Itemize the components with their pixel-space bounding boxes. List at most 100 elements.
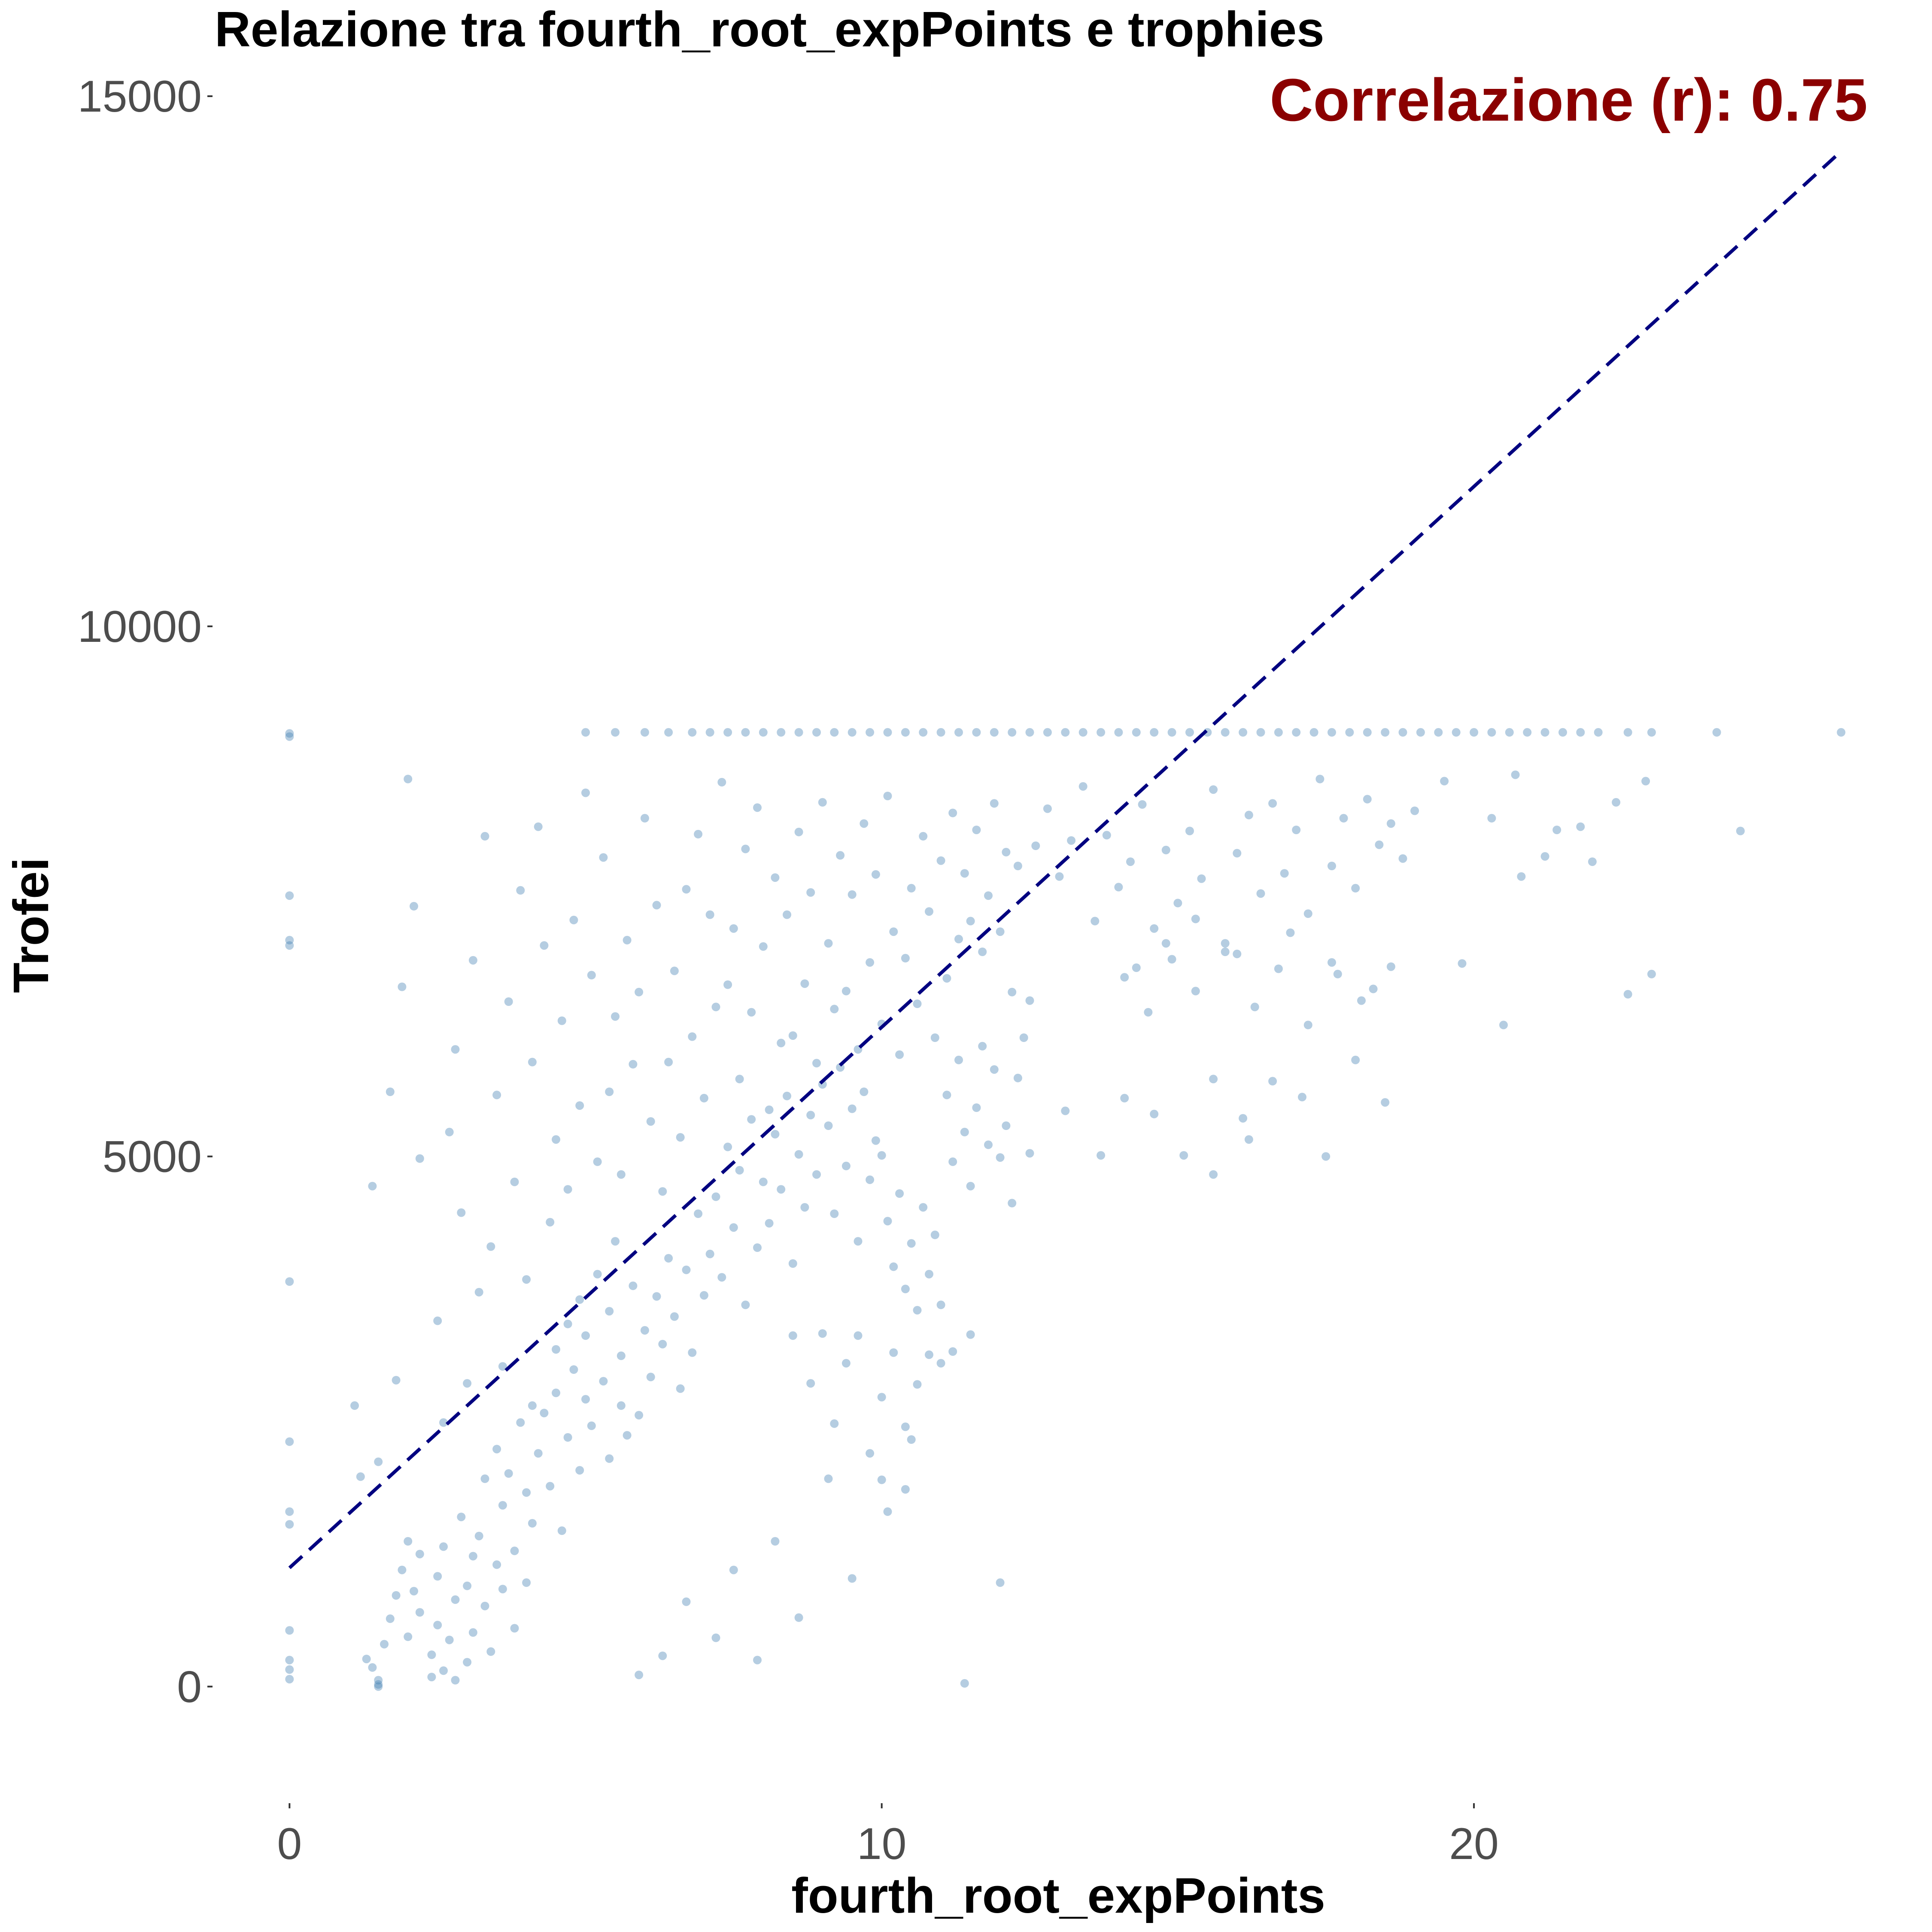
data-point (854, 1331, 863, 1340)
data-point (404, 1537, 413, 1546)
data-point (670, 966, 679, 975)
data-point (919, 1203, 928, 1212)
data-point (563, 1433, 572, 1442)
data-point (948, 1157, 957, 1166)
data-point (771, 873, 780, 882)
data-point (1274, 728, 1283, 737)
data-point (451, 1676, 460, 1685)
data-point (1351, 884, 1360, 893)
data-point (1298, 1093, 1306, 1102)
data-point (498, 1501, 507, 1510)
data-point (552, 1345, 560, 1354)
data-point (1002, 1121, 1011, 1130)
data-point (871, 870, 880, 879)
data-point (1167, 955, 1176, 964)
data-point (516, 1418, 525, 1427)
data-point (1025, 996, 1034, 1005)
data-point (907, 1435, 916, 1444)
data-point (1351, 1055, 1360, 1064)
data-point (285, 1675, 294, 1684)
data-point (1292, 826, 1301, 834)
data-point (901, 1422, 910, 1431)
data-point (735, 1166, 744, 1175)
data-point (688, 1348, 697, 1357)
data-point (404, 1632, 413, 1641)
data-point (658, 1187, 667, 1196)
data-point (919, 832, 928, 841)
data-point (812, 728, 821, 737)
data-point (552, 1388, 560, 1397)
data-point (658, 1340, 667, 1349)
data-point (629, 1060, 638, 1069)
data-point (480, 1601, 489, 1610)
data-point (664, 1254, 673, 1263)
data-point (546, 1218, 555, 1227)
data-point (705, 1249, 714, 1258)
data-point (522, 1275, 531, 1284)
data-point (534, 822, 543, 831)
data-point (285, 891, 294, 900)
data-point (445, 1635, 454, 1644)
data-point (1345, 728, 1354, 737)
data-point (1511, 770, 1520, 779)
data-point (1244, 1135, 1253, 1144)
data-point (1209, 785, 1218, 794)
data-point (658, 1651, 667, 1660)
data-point (936, 728, 945, 737)
chart-title: Relazione tra fourth_root_expPoints e tr… (215, 1, 1324, 57)
data-point (1191, 914, 1200, 923)
data-point (901, 728, 910, 737)
data-point (285, 1437, 294, 1446)
data-point (1386, 962, 1395, 971)
data-point (534, 1449, 543, 1458)
data-point (1097, 1151, 1106, 1160)
data-point (652, 901, 661, 910)
data-point (794, 1613, 803, 1622)
data-point (587, 971, 596, 980)
data-point (1185, 826, 1194, 835)
data-point (463, 1581, 472, 1590)
data-point (1552, 826, 1561, 834)
data-point (1256, 889, 1265, 898)
data-point (1132, 963, 1141, 972)
data-point (901, 1485, 910, 1494)
data-point (794, 728, 803, 737)
data-point (1286, 928, 1295, 937)
data-point (635, 987, 644, 996)
data-point (972, 826, 981, 834)
data-point (1309, 728, 1318, 737)
data-point (1019, 1033, 1028, 1042)
data-point (1576, 822, 1585, 831)
data-point (1002, 848, 1011, 857)
data-point (1244, 811, 1253, 820)
data-point (907, 1239, 916, 1248)
data-point (433, 1572, 442, 1581)
data-point (765, 1219, 774, 1228)
data-point (285, 1665, 294, 1674)
data-point (996, 927, 1005, 936)
data-point (895, 1189, 904, 1198)
data-point (1061, 728, 1070, 737)
data-point (1043, 804, 1052, 813)
data-point (1043, 728, 1052, 737)
data-point (1398, 854, 1407, 863)
data-point (942, 974, 951, 983)
data-point (593, 1157, 602, 1166)
data-point (1239, 1114, 1248, 1123)
data-point (1339, 814, 1348, 823)
data-point (723, 1142, 732, 1151)
data-point (1594, 728, 1603, 737)
data-point (664, 728, 673, 737)
data-point (392, 1376, 401, 1385)
data-point (830, 1209, 839, 1218)
data-point (575, 1295, 584, 1304)
data-point (972, 728, 981, 737)
data-point (978, 1042, 987, 1051)
data-point (996, 1153, 1005, 1162)
data-point (948, 1347, 957, 1356)
data-point (711, 1633, 720, 1642)
data-point (1487, 728, 1496, 737)
data-point (729, 1565, 738, 1574)
data-point (1363, 728, 1372, 737)
data-point (581, 1395, 590, 1404)
